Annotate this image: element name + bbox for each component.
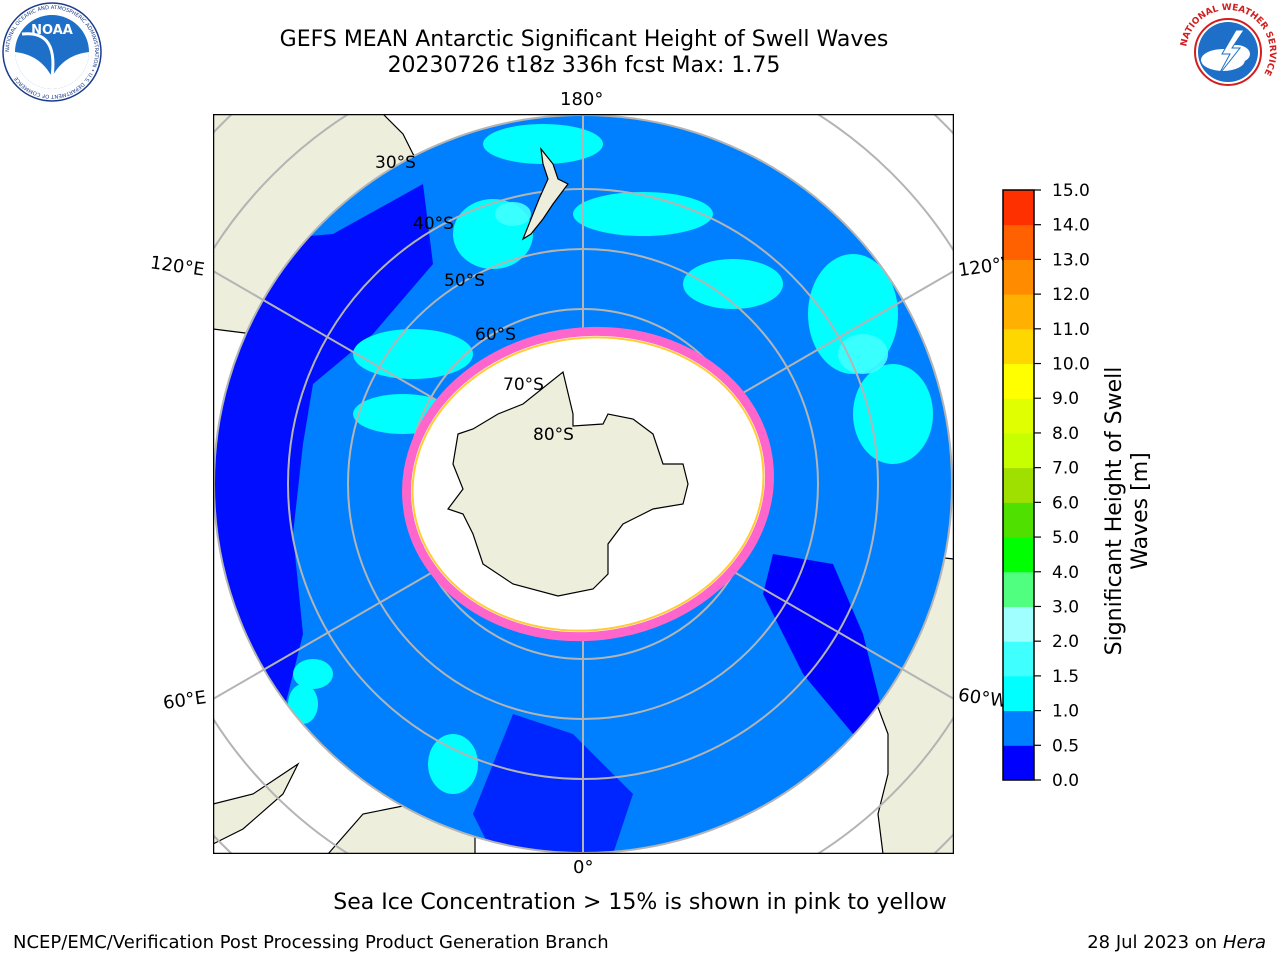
colorbar-tick-label: 14.0 — [1052, 216, 1090, 236]
colorbar-segment — [1003, 641, 1034, 677]
colorbar-segment — [1003, 675, 1034, 712]
colorbar-segment — [1003, 294, 1034, 330]
colorbar-tick-label: 8.0 — [1052, 424, 1079, 444]
colorbar-segment — [1003, 190, 1034, 226]
lon-label-180: 180° — [560, 89, 604, 110]
colorbar-segment — [1003, 537, 1034, 573]
noaa-logo: NATIONAL OCEANIC AND ATMOSPHERIC ADMINIS… — [2, 2, 102, 102]
nws-logo: NATIONAL WEATHER SERVICE — [1179, 3, 1277, 101]
colorbar-tick-label: 0.5 — [1052, 736, 1079, 756]
lat-label-40s: 40°S — [413, 214, 454, 234]
colorbar-segment — [1003, 606, 1034, 642]
polar-map: 30°S 40°S 50°S 60°S 70°S 80°S — [213, 114, 954, 854]
colorbar-tick-label: 4.0 — [1052, 563, 1079, 583]
new-zealand-land — [521, 146, 569, 241]
colorbar-label: Significant Height of Swell Waves [m] — [1102, 366, 1153, 656]
colorbar-segment — [1003, 502, 1034, 538]
colorbar-tick-label: 3.0 — [1052, 597, 1079, 617]
colorbar-segment — [1003, 363, 1034, 399]
colorbar-segment — [1003, 224, 1034, 260]
colorbar-tick-label: 12.0 — [1052, 285, 1090, 305]
noaa-logo-text: NOAA — [31, 23, 73, 38]
lat-label-70s: 70°S — [503, 375, 544, 395]
colorbar-segment — [1003, 571, 1034, 607]
colorbar-segment — [1003, 432, 1034, 469]
lat-label-50s: 50°S — [444, 271, 485, 291]
colorbar-segment — [1003, 710, 1034, 746]
colorbar: 0.0 0.5 1.0 1.5 2.0 3.0 4.0 5.0 6.0 7.0 8.0 9.0 10.0… — [1002, 181, 1090, 790]
sea-ice-note: Sea Ice Concentration > 15% is shown in … — [333, 890, 947, 915]
footer-machine: Hera — [1222, 932, 1266, 953]
colorbar-tick-label: 9.0 — [1052, 389, 1079, 409]
footer-credit: NCEP/EMC/Verification Post Processing Pr… — [13, 932, 609, 953]
antarctica-land — [447, 370, 689, 597]
footer-date-text: 28 Jul 2023 on — [1087, 932, 1223, 953]
colorbar-tick-label: 7.0 — [1052, 459, 1079, 479]
chart-title: GEFS MEAN Antarctic Significant Height o… — [279, 27, 889, 52]
colorbar-tick-label: 2.0 — [1052, 632, 1079, 652]
colorbar-tick-label: 0.0 — [1052, 771, 1079, 790]
chart-subtitle: 20230726 t18z 336h fcst Max: 1.75 — [387, 53, 781, 78]
colorbar-segment — [1003, 259, 1034, 295]
colorbar-tick-label: 1.5 — [1052, 667, 1079, 687]
colorbar-tick-label: 6.0 — [1052, 493, 1079, 513]
colorbar-tick-label: 1.0 — [1052, 702, 1079, 722]
lat-label-30s: 30°S — [375, 153, 416, 173]
colorbar-tick-label: 5.0 — [1052, 528, 1079, 548]
footer-date: 28 Jul 2023 on Hera — [1087, 932, 1266, 953]
colorbar-segment — [1003, 328, 1034, 365]
lon-label-120e: 120°E — [148, 252, 206, 281]
colorbar-segment — [1003, 467, 1034, 503]
lat-label-60s: 60°S — [475, 325, 516, 345]
colorbar-segment — [1003, 745, 1034, 781]
map-border — [213, 114, 954, 854]
lon-label-60e: 60°E — [161, 687, 208, 714]
colorbar-tick-label: 10.0 — [1052, 355, 1090, 375]
colorbar-tick-label: 15.0 — [1052, 181, 1090, 201]
lat-label-80s: 80°S — [533, 425, 574, 445]
colorbar-segment — [1003, 398, 1034, 434]
colorbar-tick-label: 13.0 — [1052, 250, 1090, 270]
lon-label-0: 0° — [573, 857, 594, 878]
colorbar-tick-label: 11.0 — [1052, 320, 1090, 340]
